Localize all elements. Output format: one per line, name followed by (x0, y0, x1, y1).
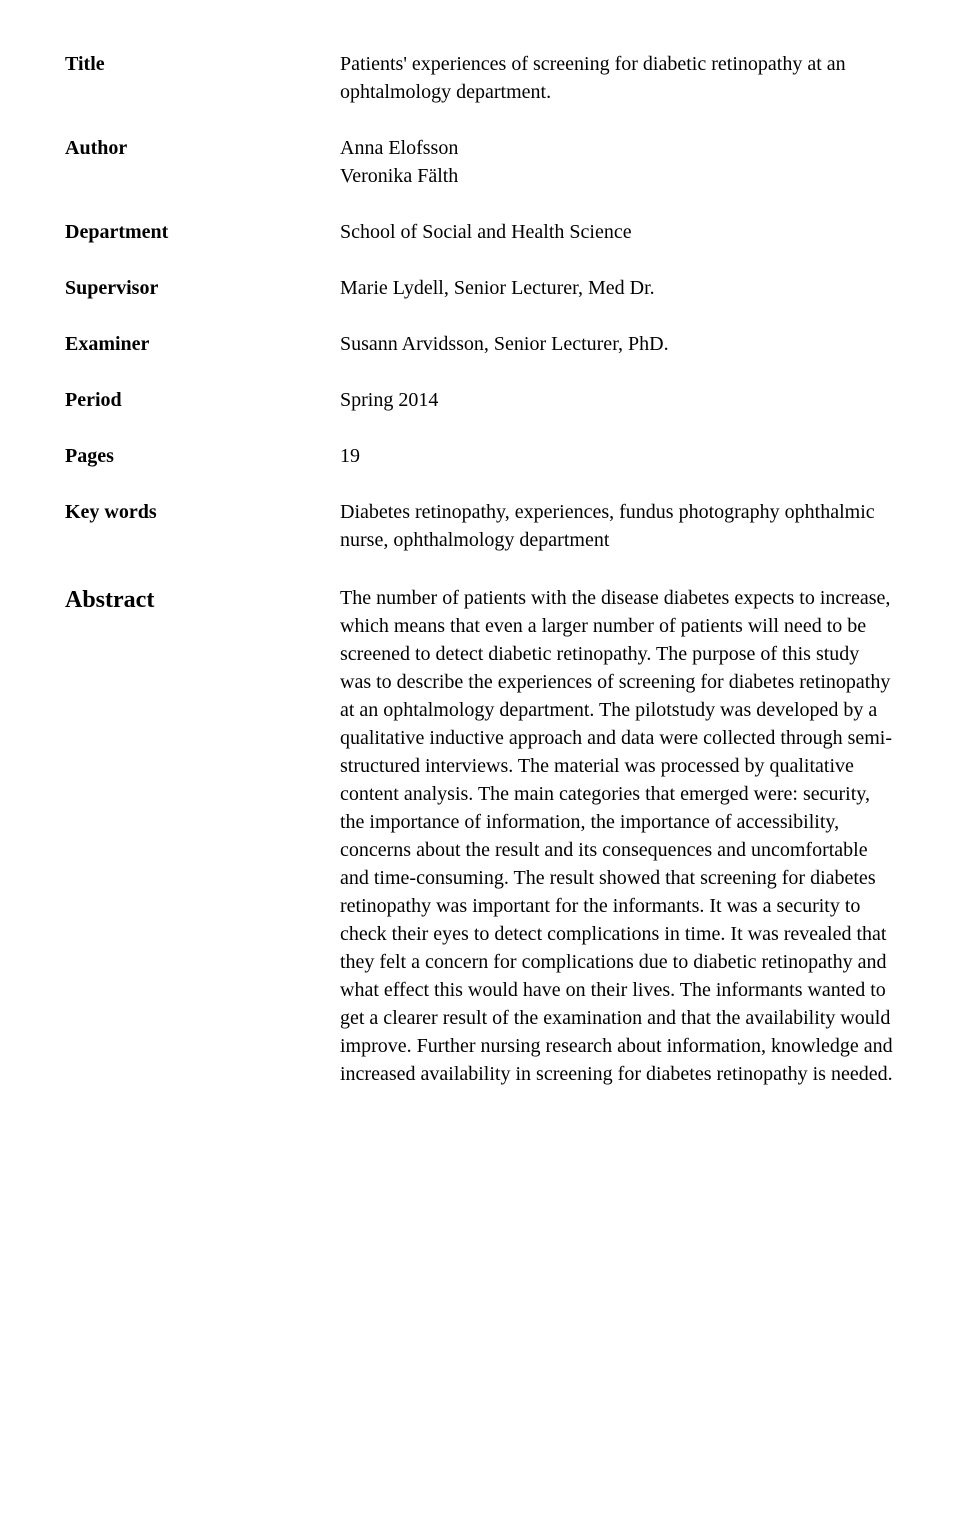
examiner-value: Susann Arvidsson, Senior Lecturer, PhD. (340, 330, 895, 358)
keywords-row: Key words Diabetes retinopathy, experien… (65, 498, 895, 554)
keywords-value: Diabetes retinopathy, experiences, fundu… (340, 498, 895, 554)
author-label: Author (65, 134, 340, 190)
department-row: Department School of Social and Health S… (65, 218, 895, 246)
author-row: Author Anna Elofsson Veronika Fälth (65, 134, 895, 190)
supervisor-row: Supervisor Marie Lydell, Senior Lecturer… (65, 274, 895, 302)
author-value: Anna Elofsson Veronika Fälth (340, 134, 895, 190)
author-line-2: Veronika Fälth (340, 162, 895, 190)
pages-label: Pages (65, 442, 340, 470)
pages-row: Pages 19 (65, 442, 895, 470)
title-value: Patients' experiences of screening for d… (340, 50, 895, 106)
examiner-row: Examiner Susann Arvidsson, Senior Lectur… (65, 330, 895, 358)
author-line-1: Anna Elofsson (340, 134, 895, 162)
abstract-value: The number of patients with the disease … (340, 584, 895, 1088)
examiner-label: Examiner (65, 330, 340, 358)
title-label: Title (65, 50, 340, 106)
title-row: Title Patients' experiences of screening… (65, 50, 895, 106)
period-value: Spring 2014 (340, 386, 895, 414)
supervisor-label: Supervisor (65, 274, 340, 302)
keywords-label: Key words (65, 498, 340, 554)
pages-value: 19 (340, 442, 895, 470)
period-row: Period Spring 2014 (65, 386, 895, 414)
supervisor-value: Marie Lydell, Senior Lecturer, Med Dr. (340, 274, 895, 302)
period-label: Period (65, 386, 340, 414)
department-value: School of Social and Health Science (340, 218, 895, 246)
abstract-label: Abstract (65, 584, 340, 1088)
abstract-row: Abstract The number of patients with the… (65, 584, 895, 1088)
department-label: Department (65, 218, 340, 246)
